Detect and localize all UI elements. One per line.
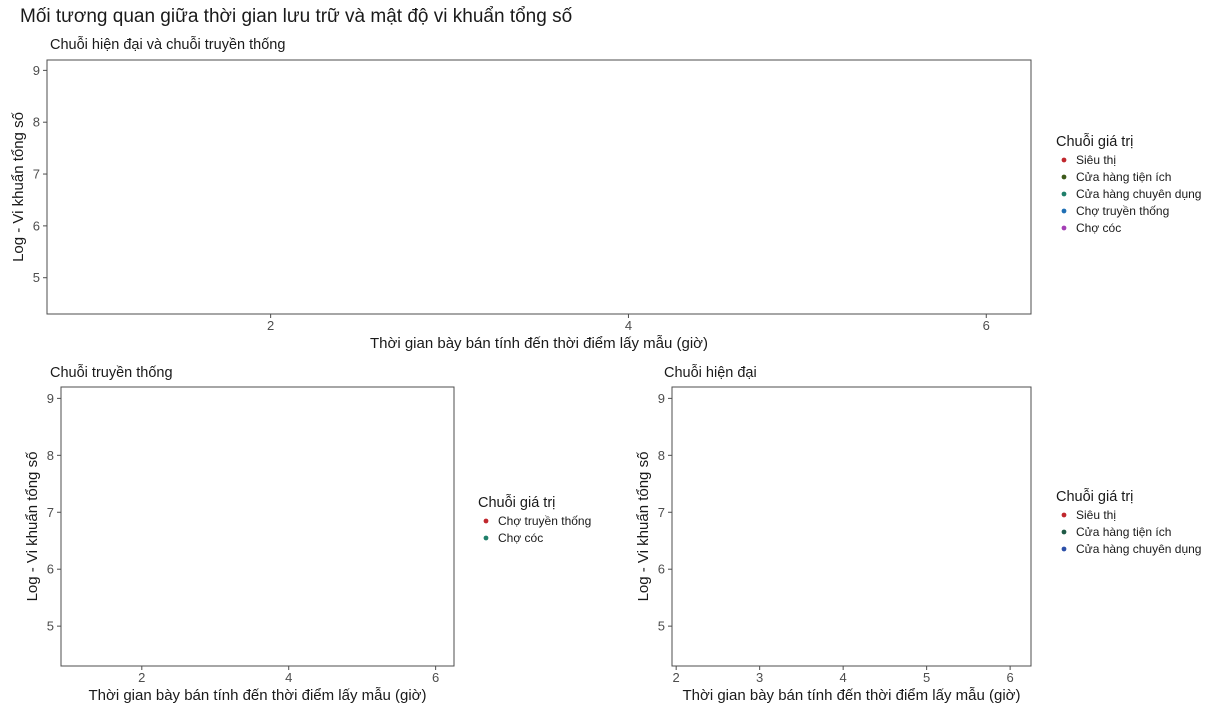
y-tick-label: 9 xyxy=(658,391,665,406)
y-tick-label: 9 xyxy=(33,63,40,78)
chart-panel-1: Chuỗi hiện đại và chuỗi truyền thống 2 4 6 5… xyxy=(10,36,1201,352)
legend-label: Chợ truyền thống xyxy=(498,514,591,528)
legend-key xyxy=(1061,225,1067,231)
y-tick-label: 5 xyxy=(47,619,54,634)
y-tick-label: 6 xyxy=(47,562,54,577)
x-tick-label: 4 xyxy=(285,670,292,685)
x-tick-label: 6 xyxy=(432,670,439,685)
legend-key xyxy=(1061,174,1067,180)
legend-key xyxy=(1061,512,1067,518)
legend-key xyxy=(1061,157,1067,163)
legend-label: Cửa hàng chuyên dụng xyxy=(1076,187,1201,201)
legend-label: Chợ truyền thống xyxy=(1076,204,1169,218)
chart-subtitle: Chuỗi hiện đại và chuỗi truyền thống xyxy=(50,36,285,53)
legend-label: Siêu thị xyxy=(1076,508,1116,522)
y-axis-title: Log - Vi khuẩn tổng số xyxy=(10,111,27,261)
x-axis-title: Thời gian bày bán tính đến thời điểm lấy… xyxy=(88,687,426,704)
plot-border xyxy=(46,59,1032,315)
legend-title: Chuỗi giá trị xyxy=(1056,133,1133,150)
x-tick-label: 6 xyxy=(983,318,990,333)
x-axis-title: Thời gian bày bán tính đến thời điểm lấy… xyxy=(370,335,708,352)
legend: Chuỗi giá trị Siêu thị Cửa hàng tiện ích Cử… xyxy=(1056,488,1201,556)
x-tick-label: 6 xyxy=(1007,670,1014,685)
y-tick-label: 8 xyxy=(33,115,40,130)
legend-label: Cửa hàng chuyên dụng xyxy=(1076,542,1201,556)
legend-key xyxy=(1061,529,1067,535)
x-tick-label: 2 xyxy=(267,318,274,333)
y-tick-label: 7 xyxy=(658,505,665,520)
legend: Chuỗi giá trị Chợ truyền thống Chợ cóc xyxy=(478,494,591,545)
y-tick-label: 8 xyxy=(658,448,665,463)
y-tick-label: 7 xyxy=(47,505,54,520)
legend-key xyxy=(1061,191,1067,197)
y-tick-label: 8 xyxy=(47,448,54,463)
legend-label: Cửa hàng tiện ích xyxy=(1076,170,1171,184)
legend-key xyxy=(483,518,489,524)
plot-border xyxy=(671,386,1032,667)
legend-key xyxy=(483,535,489,541)
y-tick-label: 6 xyxy=(33,218,40,233)
legend-title: Chuỗi giá trị xyxy=(1056,488,1133,505)
y-tick-label: 5 xyxy=(33,270,40,285)
y-axis-title: Log - Vi khuẩn tổng số xyxy=(635,451,652,601)
x-tick-label: 2 xyxy=(138,670,145,685)
legend-label: Cửa hàng tiện ích xyxy=(1076,525,1171,539)
chart-subtitle: Chuỗi hiện đại xyxy=(664,364,757,381)
legend-label: Chợ cóc xyxy=(498,531,543,545)
chart-panel-2: Chuỗi truyền thống 2 4 6 5 6 7 8 9 Thời gian bày … xyxy=(24,364,591,704)
legend: Chuỗi giá trị Siêu thị Cửa hàng tiện ích Cử… xyxy=(1056,133,1201,235)
y-tick-label: 5 xyxy=(658,619,665,634)
legend-label: Siêu thị xyxy=(1076,153,1116,167)
x-axis-title: Thời gian bày bán tính đến thời điểm lấy… xyxy=(682,687,1020,704)
legend-label: Chợ cóc xyxy=(1076,221,1121,235)
x-tick-label: 2 xyxy=(673,670,680,685)
x-tick-label: 3 xyxy=(756,670,763,685)
chart-panel-3: Chuỗi hiện đại 2 3 4 5 6 5 6 7 8 9 Thời gian bày bá… xyxy=(635,364,1201,704)
legend-title: Chuỗi giá trị xyxy=(478,494,555,511)
chart-subtitle: Chuỗi truyền thống xyxy=(50,364,173,381)
legend-key xyxy=(1061,546,1067,552)
legend-key xyxy=(1061,208,1067,214)
y-tick-label: 7 xyxy=(33,167,40,182)
plot-border xyxy=(60,386,455,667)
y-tick-label: 6 xyxy=(658,562,665,577)
y-axis-title: Log - Vi khuẩn tổng số xyxy=(24,451,41,601)
x-tick-label: 5 xyxy=(923,670,930,685)
x-tick-label: 4 xyxy=(840,670,847,685)
x-tick-label: 4 xyxy=(625,318,632,333)
y-tick-label: 9 xyxy=(47,391,54,406)
figure-title: Mối tương quan giữa thời gian lưu trữ và… xyxy=(20,6,573,27)
